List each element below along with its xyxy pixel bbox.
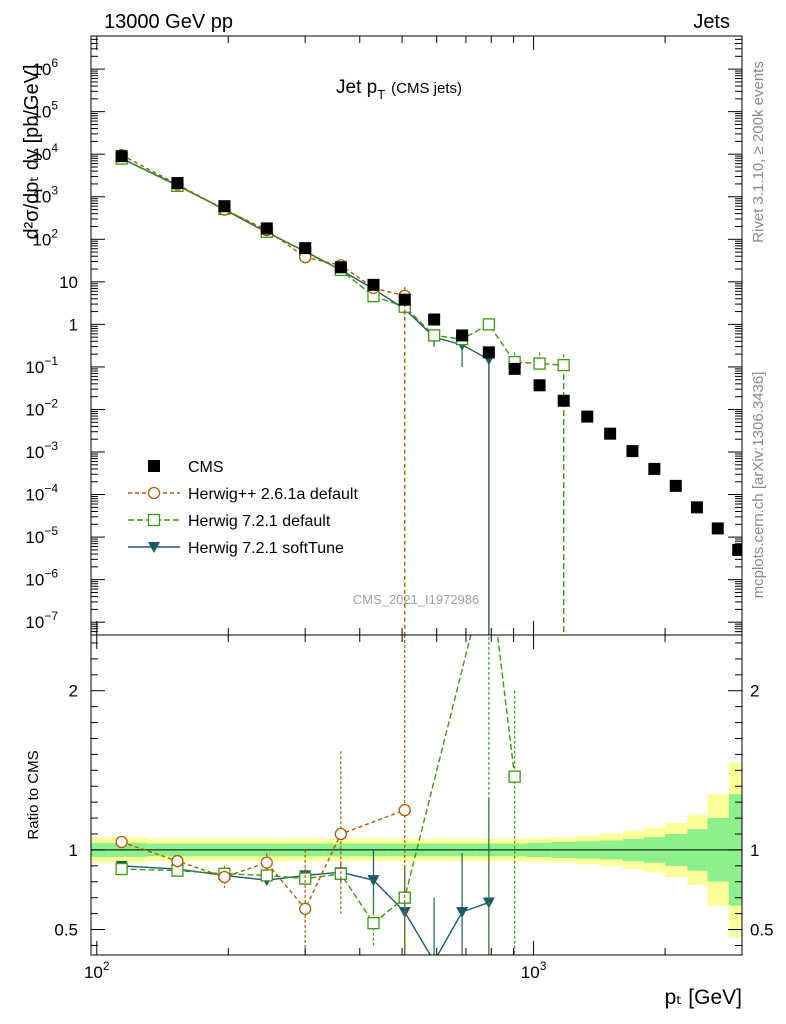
y-tick-label: 102 xyxy=(32,226,58,249)
cms-point xyxy=(260,222,273,235)
legend-marker-h7 xyxy=(147,513,161,527)
hpp-ratio-point xyxy=(299,902,312,915)
ratio-y-tick-label-right: 0.5 xyxy=(750,921,774,940)
h7-ratio-point xyxy=(508,770,521,783)
cms-point xyxy=(456,329,469,342)
axis-ticks: 102 103 10−7 10−6 10−5 10−4 10−3 10−2 10−1 1 10 102… xyxy=(25,35,774,982)
cms-point xyxy=(581,410,594,423)
legend-marker-cms xyxy=(148,460,160,472)
cms-point xyxy=(218,200,231,213)
cms-point xyxy=(171,177,184,190)
legend: CMS Herwig++ 2.6.1a default Herwig 7.2.1 d… xyxy=(128,459,358,557)
plot-title: Jet pT (CMS jets) xyxy=(336,77,462,102)
side-label-mcplots: mcplots.cern.ch [arXiv:1306.3436] xyxy=(750,372,767,599)
y-tick-label: 1 xyxy=(69,315,78,334)
y-tick-label: 10−3 xyxy=(25,439,58,462)
y-tick-label: 10−7 xyxy=(25,609,58,632)
hpp-ratio-point xyxy=(171,854,184,868)
cms-point xyxy=(482,346,495,359)
h7-ratio-point xyxy=(367,917,380,930)
h7-ratio-point xyxy=(299,872,312,885)
cms-point xyxy=(533,379,546,392)
header-right: Jets xyxy=(693,11,730,33)
cms-point xyxy=(690,501,703,514)
cms-point xyxy=(557,394,570,407)
y-tick-label: 103 xyxy=(32,184,58,207)
h7s-ratio-point xyxy=(367,875,380,887)
cms-point xyxy=(711,522,724,535)
main-series-layer xyxy=(115,148,742,635)
y-tick-label: 106 xyxy=(32,56,58,79)
y-tick-label: 10−5 xyxy=(25,524,58,547)
h7-ratio-point xyxy=(260,869,273,882)
h7-point xyxy=(533,357,546,370)
side-label-rivet: Rivet 3.1.10, ≥ 200k events xyxy=(750,61,767,243)
legend-marker-h7s xyxy=(148,542,160,553)
hpp-ratio-point xyxy=(115,835,128,849)
ratio-panel-frame xyxy=(90,634,743,956)
ratio-y-tick-label: 2 xyxy=(69,682,78,701)
y-tick-label: 104 xyxy=(32,141,58,164)
ratio-y-tick-label: 1 xyxy=(69,841,78,860)
cms-point xyxy=(398,293,411,306)
cms-point xyxy=(626,445,639,458)
ratio-y-tick-label-right: 2 xyxy=(750,682,759,701)
hpp-ratio-point xyxy=(260,856,273,869)
h7-ratio-line xyxy=(121,635,516,925)
y-tick-label: 10−6 xyxy=(25,567,58,590)
legend-label-h7: Herwig 7.2.1 default xyxy=(188,513,331,530)
y-axis-label-main: d²σ/dpₜ dy [pb/GeV] xyxy=(21,65,43,240)
ratio-y-tick-label-right: 1 xyxy=(750,841,759,860)
hpp-ratio-point xyxy=(218,870,231,884)
cms-point xyxy=(604,427,617,440)
ratio-series-layer xyxy=(115,635,521,955)
cms-point xyxy=(115,150,128,163)
legend-label-cms: CMS xyxy=(188,459,224,476)
y-tick-label: 10−4 xyxy=(25,482,58,505)
watermark: CMS_2021_I1972986 xyxy=(353,592,480,607)
h7-ratio-point xyxy=(115,862,128,876)
y-tick-label: 105 xyxy=(32,99,58,122)
h7-line xyxy=(121,157,564,366)
cms-point xyxy=(669,479,682,492)
header-left: 13000 GeV pp xyxy=(104,11,233,33)
y-tick-label: 10 xyxy=(59,273,78,292)
y-tick-label: 10−2 xyxy=(25,396,58,419)
h7-point xyxy=(557,359,570,372)
x-axis-label: pₜ [GeV] xyxy=(665,986,742,1009)
y-axis-label-ratio: Ratio to CMS xyxy=(25,750,42,839)
cms-point xyxy=(367,278,380,291)
h7s-ratio-point xyxy=(456,907,469,919)
cms-point xyxy=(334,261,347,274)
y-tick-label: 10−1 xyxy=(25,354,58,377)
cms-point xyxy=(428,313,441,326)
h7-point xyxy=(427,329,441,342)
cms-point xyxy=(508,362,521,375)
hpp-ratio-point xyxy=(334,827,347,841)
ratio-uncertainty-band xyxy=(91,762,742,938)
legend-marker-hpp xyxy=(147,486,161,500)
cms-point xyxy=(648,462,661,475)
ratio-y-tick-label: 0.5 xyxy=(54,921,78,940)
h7-point xyxy=(482,318,496,331)
hpp-ratio-point xyxy=(398,803,411,817)
x-tick-label: 102 xyxy=(84,959,110,982)
x-tick-label: 103 xyxy=(521,959,547,982)
legend-label-hpp: Herwig++ 2.6.1a default xyxy=(188,486,358,503)
legend-label-h7s: Herwig 7.2.1 softTune xyxy=(188,540,344,557)
cms-point xyxy=(299,242,312,255)
